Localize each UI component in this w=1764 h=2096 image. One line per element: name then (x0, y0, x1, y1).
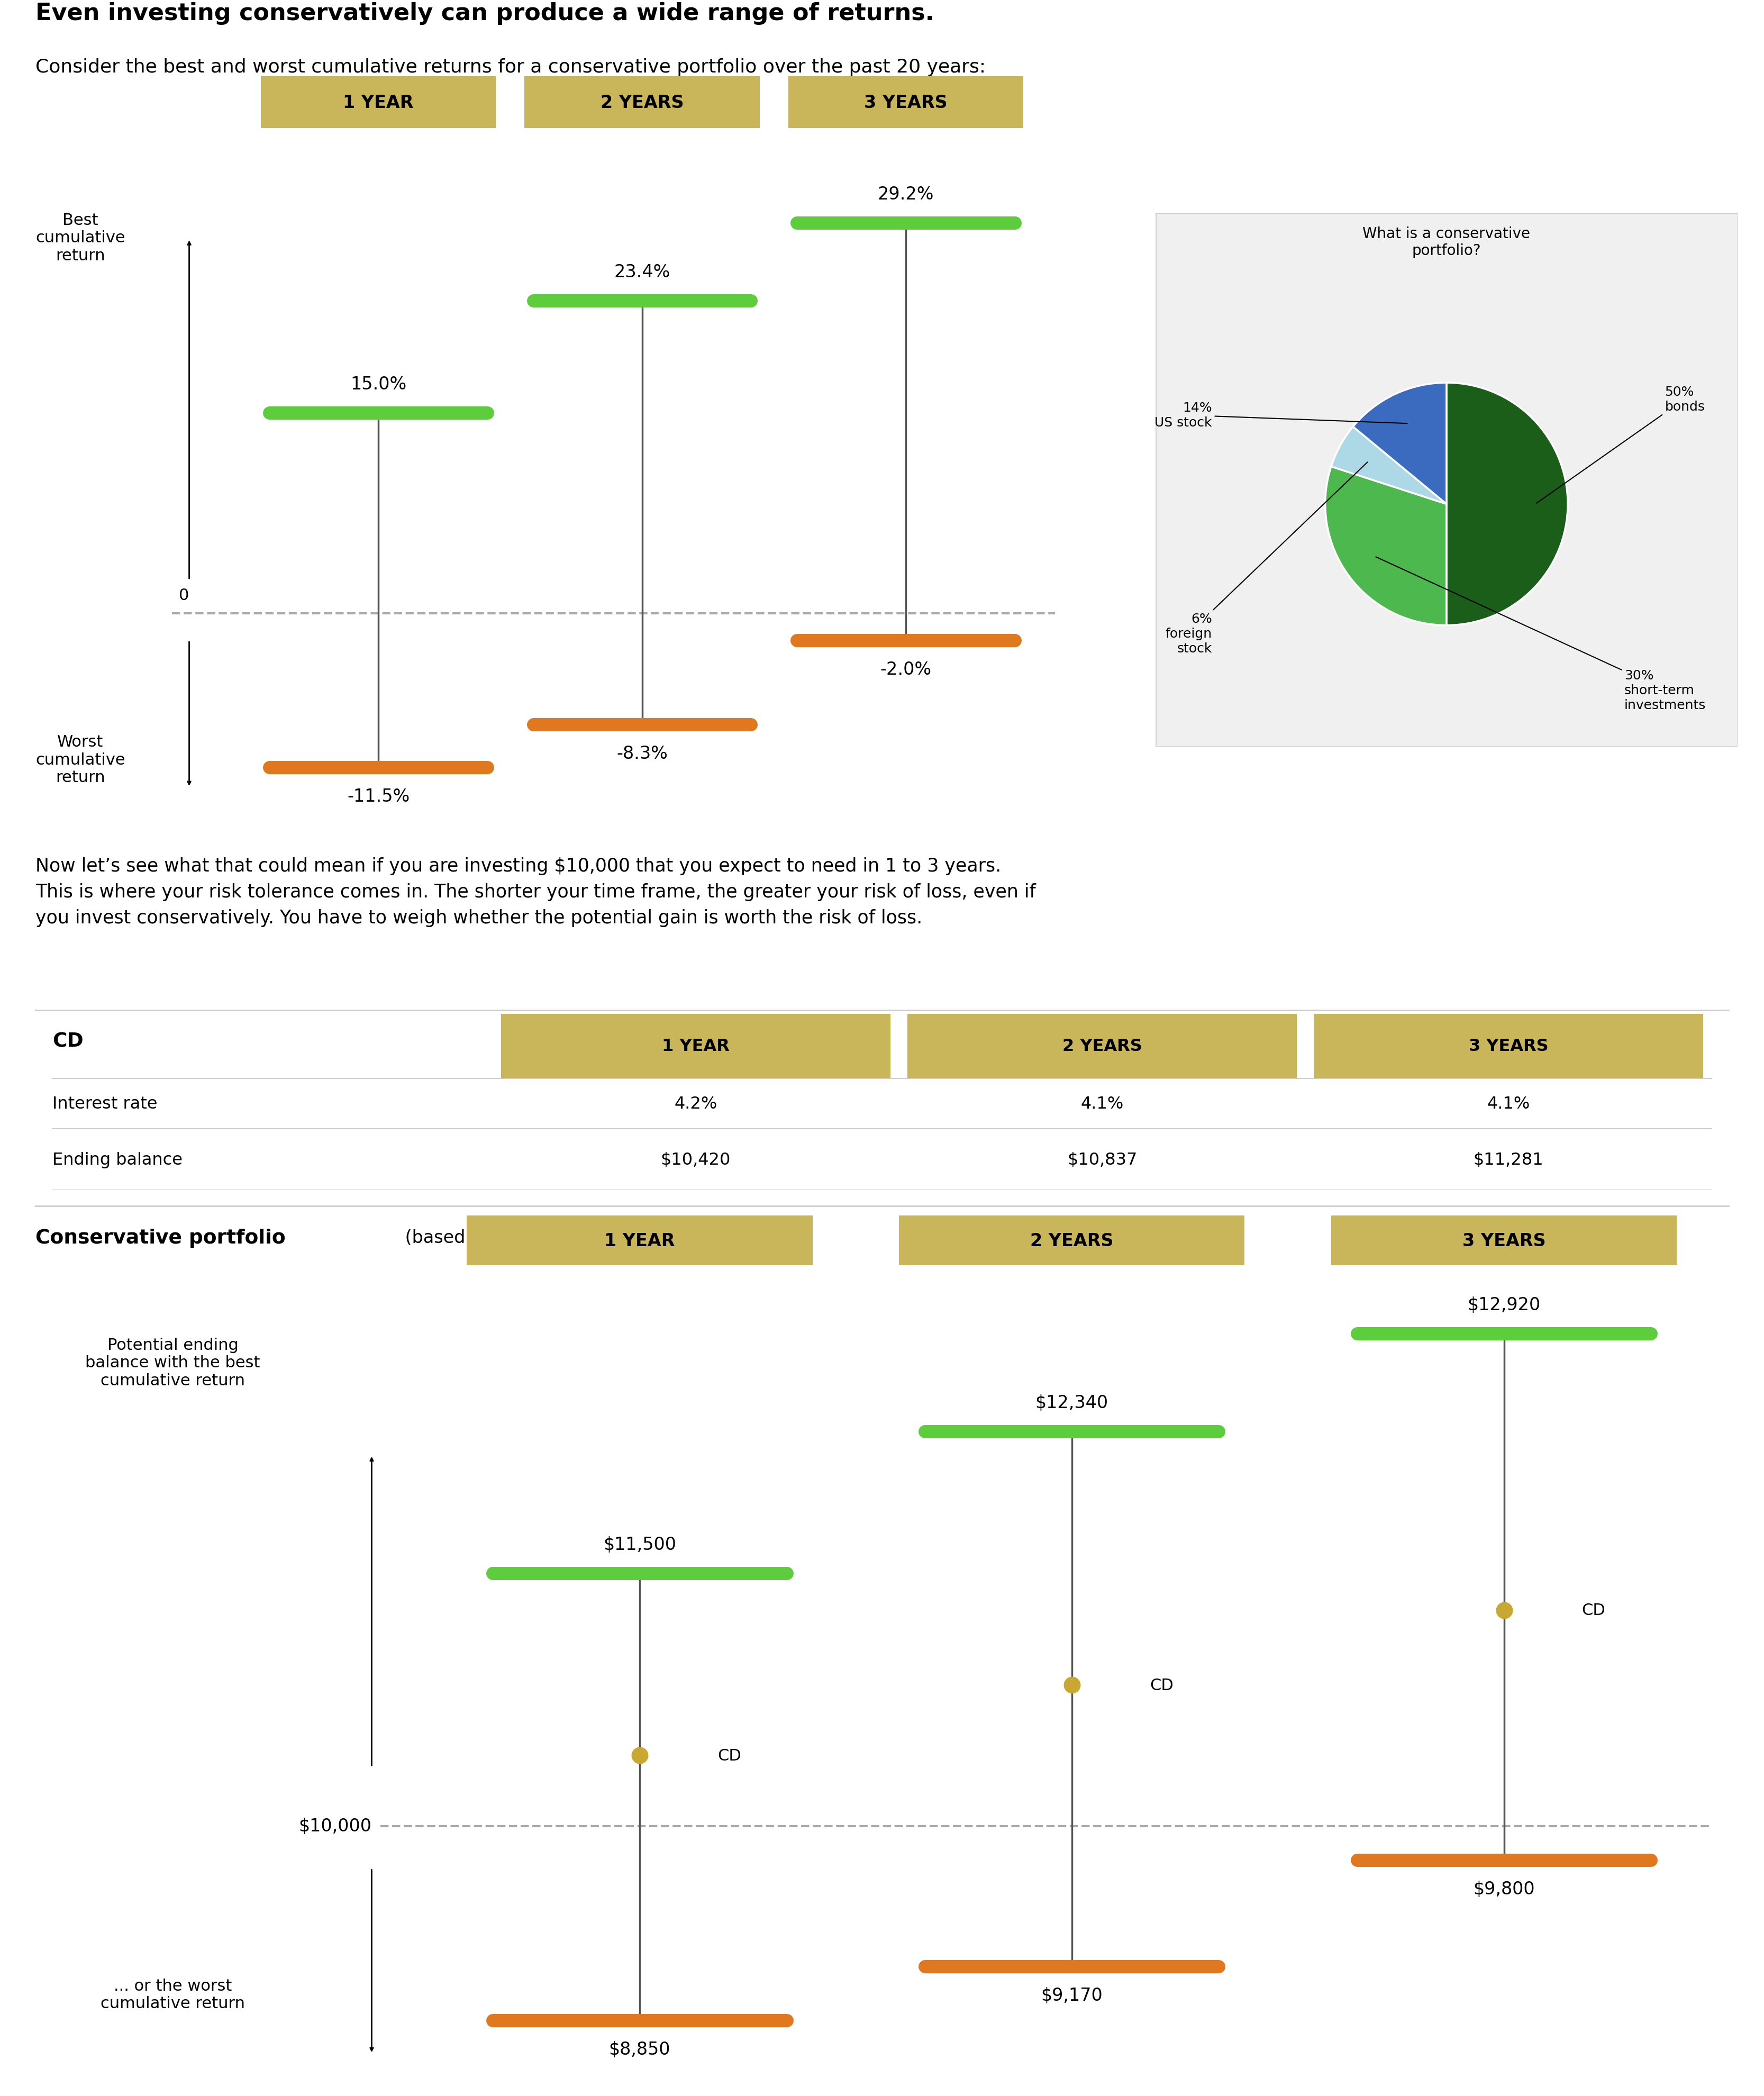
Text: $8,850: $8,850 (609, 2039, 670, 2058)
FancyBboxPatch shape (1314, 1014, 1704, 1079)
Text: -2.0%: -2.0% (880, 660, 931, 679)
Text: 50%
bonds: 50% bonds (1536, 386, 1706, 503)
Text: 3 YEARS: 3 YEARS (1462, 1232, 1545, 1249)
Text: 1 YEAR: 1 YEAR (342, 94, 415, 111)
Text: -11.5%: -11.5% (348, 788, 409, 805)
FancyBboxPatch shape (524, 78, 760, 128)
Text: ... or the worst
cumulative return: ... or the worst cumulative return (101, 1979, 245, 2010)
FancyBboxPatch shape (501, 1014, 891, 1079)
Text: CD: CD (1582, 1603, 1605, 1618)
Text: 2 YEARS: 2 YEARS (1062, 1038, 1141, 1054)
Text: $9,800: $9,800 (1473, 1880, 1535, 1897)
Text: $11,281: $11,281 (1473, 1151, 1544, 1167)
Text: Now let’s see what that could mean if you are investing $10,000 that you expect : Now let’s see what that could mean if yo… (35, 857, 1035, 926)
Text: 3 YEARS: 3 YEARS (1469, 1038, 1549, 1054)
Text: Consider the best and worst cumulative returns for a conservative portfolio over: Consider the best and worst cumulative r… (35, 59, 986, 75)
Text: 4.1%: 4.1% (1487, 1096, 1529, 1113)
FancyBboxPatch shape (907, 1014, 1297, 1079)
Text: CD: CD (53, 1031, 83, 1050)
Text: Conservative portfolio: Conservative portfolio (35, 1228, 286, 1247)
Text: $12,340: $12,340 (1035, 1394, 1108, 1411)
FancyBboxPatch shape (1155, 214, 1738, 746)
Text: 15.0%: 15.0% (351, 375, 406, 394)
Text: (based on historical returns, 2004-2023): (based on historical returns, 2004-2023) (399, 1228, 762, 1247)
Text: 23.4%: 23.4% (614, 264, 670, 281)
Text: 2 YEARS: 2 YEARS (600, 94, 684, 111)
Wedge shape (1332, 428, 1446, 505)
Text: 0: 0 (178, 587, 189, 604)
Text: $10,000: $10,000 (298, 1817, 372, 1834)
Text: 30%
short-term
investments: 30% short-term investments (1376, 558, 1706, 711)
Text: CD: CD (718, 1748, 741, 1763)
Text: Worst
cumulative
return: Worst cumulative return (35, 734, 125, 786)
FancyBboxPatch shape (900, 1216, 1245, 1266)
FancyBboxPatch shape (261, 78, 496, 128)
Wedge shape (1325, 467, 1446, 625)
Text: $10,420: $10,420 (662, 1151, 730, 1167)
FancyBboxPatch shape (467, 1216, 813, 1266)
Text: 2 YEARS: 2 YEARS (1030, 1232, 1113, 1249)
Text: 1 YEAR: 1 YEAR (605, 1232, 676, 1249)
Text: 4.1%: 4.1% (1081, 1096, 1124, 1113)
FancyBboxPatch shape (789, 78, 1023, 128)
Text: $12,920: $12,920 (1468, 1295, 1540, 1314)
Text: 1 YEAR: 1 YEAR (662, 1038, 730, 1054)
Text: $9,170: $9,170 (1041, 1987, 1102, 2004)
Text: CD: CD (1150, 1677, 1173, 1694)
Text: 29.2%: 29.2% (878, 187, 933, 203)
Text: Ending balance: Ending balance (53, 1151, 182, 1167)
Text: -8.3%: -8.3% (616, 744, 669, 763)
Wedge shape (1446, 384, 1568, 625)
Text: Interest rate: Interest rate (53, 1096, 157, 1113)
Text: $11,500: $11,500 (603, 1536, 676, 1553)
Text: What is a conservative
portfolio?: What is a conservative portfolio? (1362, 226, 1531, 258)
Text: Best
cumulative
return: Best cumulative return (35, 212, 125, 264)
Text: Even investing conservatively can produce a wide range of returns.: Even investing conservatively can produc… (35, 2, 933, 25)
Text: 14%
US stock: 14% US stock (1155, 402, 1408, 430)
Text: $10,837: $10,837 (1067, 1151, 1138, 1167)
Text: Potential ending
balance with the best
cumulative return: Potential ending balance with the best c… (85, 1337, 261, 1388)
Text: 3 YEARS: 3 YEARS (864, 94, 947, 111)
Text: 4.2%: 4.2% (674, 1096, 718, 1113)
Text: 6%
foreign
stock: 6% foreign stock (1166, 463, 1367, 654)
Wedge shape (1353, 384, 1446, 505)
FancyBboxPatch shape (1332, 1216, 1678, 1266)
